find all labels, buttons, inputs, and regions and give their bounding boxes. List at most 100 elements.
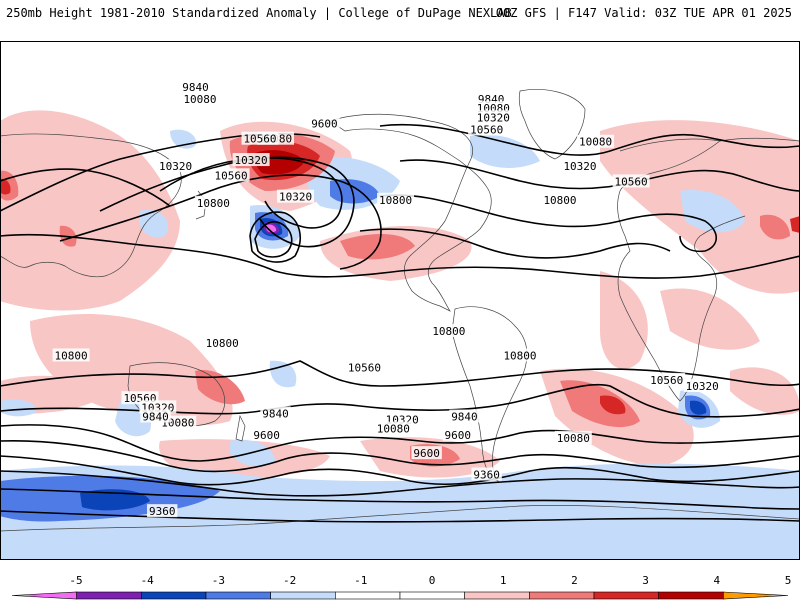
contour-label: 10800 xyxy=(432,325,465,338)
contour-label: 9360 xyxy=(149,505,176,518)
contour-label: 10560 xyxy=(470,124,503,137)
colorbar-tick-label: 5 xyxy=(785,574,792,587)
contour-label-bg xyxy=(277,189,315,203)
colorbar-swatch xyxy=(205,591,271,600)
contour-label-bg xyxy=(648,372,686,386)
anomaly-area xyxy=(470,134,540,168)
colorbar-swatch xyxy=(76,591,142,600)
colorbar-swatch xyxy=(658,591,724,600)
contour-label: 10800 xyxy=(197,197,230,210)
colorbar-swatch xyxy=(723,591,789,600)
contour-label-bg xyxy=(260,406,291,420)
contour-label-bg xyxy=(612,174,650,188)
colorbar-tick-label: -5 xyxy=(69,574,82,587)
anomaly-area xyxy=(0,110,180,311)
contour-label-bg xyxy=(561,159,599,173)
model-valid-time: 00Z GFS | F147 Valid: 03Z TUE APR 01 202… xyxy=(495,6,792,20)
contour-label-bg xyxy=(157,159,195,173)
contour-label-bg xyxy=(377,192,415,206)
contour-label-bg xyxy=(212,168,250,182)
contour-label-bg xyxy=(374,421,412,435)
contour-label: 10560 xyxy=(650,374,683,387)
anomaly-area xyxy=(195,370,245,405)
anomaly-area xyxy=(80,489,150,511)
colorbar-tick-label: 2 xyxy=(571,574,578,587)
anomaly-area xyxy=(660,288,760,350)
colorbar-swatch xyxy=(593,591,659,600)
anomaly-area xyxy=(30,313,233,426)
contour-label-bg xyxy=(683,378,721,392)
contour-label-bg xyxy=(251,427,282,441)
contour-label: 10320 xyxy=(235,154,268,167)
contour-label-bg xyxy=(203,336,241,350)
contour-label: 10800 xyxy=(206,337,239,350)
contour-label: 10080 xyxy=(377,423,410,436)
anomaly-area xyxy=(730,367,800,415)
contour-label-bg xyxy=(554,430,592,444)
anomaly-area xyxy=(600,395,626,415)
colorbar-swatch xyxy=(270,591,336,600)
contour-label-bg xyxy=(194,195,232,209)
contour-label: 10320 xyxy=(159,160,192,173)
anomaly-area xyxy=(0,399,36,417)
contour-label-bg xyxy=(241,131,279,145)
contour-label: 9840 xyxy=(451,411,478,424)
contour-label: 10320 xyxy=(686,380,719,393)
contour-label-bg xyxy=(345,360,383,374)
map-title: 250mb Height 1981-2010 Standardized Anom… xyxy=(6,6,512,20)
contour-label: 9600 xyxy=(445,429,472,442)
contour-label-bg xyxy=(181,92,219,106)
contour-label: 10800 xyxy=(503,349,536,362)
contour-label-bg xyxy=(430,324,468,338)
colorbar-swatch xyxy=(141,591,207,600)
anomaly-area xyxy=(0,178,11,195)
contour-label-bg xyxy=(471,467,502,481)
contour-label: 9600 xyxy=(413,447,440,460)
contour-label-bg xyxy=(147,504,178,518)
colorbar-swatch xyxy=(335,591,401,600)
contour-label: 9840 xyxy=(262,407,289,420)
contour-label: 10080 xyxy=(579,136,612,149)
contour-label-bg xyxy=(411,446,442,460)
anomaly-area xyxy=(790,216,800,233)
colorbar-swatch xyxy=(464,591,530,600)
contour-label-bg xyxy=(468,122,506,136)
contour-label-bg xyxy=(449,409,480,423)
contour-label-bg xyxy=(501,348,539,362)
anomaly-area xyxy=(139,210,169,238)
contour-label: 9840 xyxy=(182,81,209,94)
contour-label: 9360 xyxy=(473,469,500,482)
contour-label-bg xyxy=(541,192,579,206)
contour-label-bg xyxy=(577,134,615,148)
anomaly-area xyxy=(560,380,640,428)
contour-label-bg xyxy=(52,348,90,362)
contour-label: 9600 xyxy=(253,429,280,442)
contour-labels: 9840100801032010560960010080103201056010… xyxy=(52,79,721,518)
contour-label-bg xyxy=(180,79,211,93)
colorbar-tick-label: 1 xyxy=(500,574,507,587)
colorbar-swatch xyxy=(529,591,595,600)
anomaly-area xyxy=(600,271,648,370)
contour-label: 10560 xyxy=(348,362,381,375)
contour-label: 10320 xyxy=(279,191,312,204)
contour-label: 10320 xyxy=(477,111,510,124)
colorbar-swatch xyxy=(399,591,465,600)
colorbar-tick-label: -3 xyxy=(212,574,225,587)
contour-label: 10080 xyxy=(183,93,216,106)
contour-label: 10560 xyxy=(215,169,248,182)
contour-label-bg xyxy=(232,153,270,167)
contour-label: 10560 xyxy=(615,175,648,188)
colorbar-tick-label: -2 xyxy=(283,574,296,587)
contour-label-bg xyxy=(309,116,340,130)
contour-label: 9600 xyxy=(311,117,338,130)
contour-label-bg xyxy=(442,427,473,441)
colorbar-tick-label: 0 xyxy=(429,574,436,587)
contour-label-bg xyxy=(474,110,512,124)
anomaly-area xyxy=(760,214,790,240)
contour-label: 9840 xyxy=(142,411,169,424)
colorbar-swatch xyxy=(11,591,77,600)
anomaly-area xyxy=(690,400,707,415)
contour-label: 10320 xyxy=(563,160,596,173)
colorbar-tick-label: 3 xyxy=(642,574,649,587)
contour-label: 10800 xyxy=(55,349,88,362)
